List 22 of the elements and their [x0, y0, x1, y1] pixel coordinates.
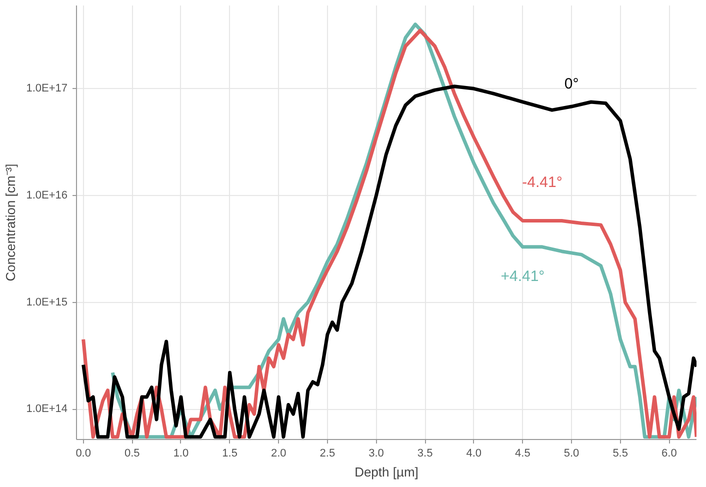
y-tick-label: 1.0E+17 — [26, 82, 68, 95]
x-tick-label: 4.0 — [466, 448, 482, 460]
x-tick-label: 4.5 — [515, 448, 530, 460]
x-tick-label: 5.5 — [612, 448, 628, 460]
x-tick-label: 0.0 — [76, 448, 91, 460]
series-label: -4.41° — [522, 174, 562, 191]
x-tick-label: 3.0 — [368, 448, 384, 460]
series-label: +4.41° — [500, 268, 545, 285]
x-axis-title: Depth [µm] — [354, 464, 418, 480]
y-tick-label: 1.0E+15 — [26, 296, 68, 308]
y-tick-label: 1.0E+16 — [26, 189, 68, 202]
x-tick-label: 1.5 — [222, 448, 238, 460]
x-tick-label: 3.5 — [417, 448, 433, 460]
y-axis-title: Concentration [cm⁻³] — [3, 164, 18, 282]
x-tick-label: 0.5 — [124, 448, 140, 460]
x-tick-label: 1.0 — [173, 448, 189, 460]
y-tick-label: 1.0E+14 — [26, 403, 68, 416]
x-tick-label: 2.0 — [270, 448, 286, 460]
x-tick-label: 5.0 — [564, 448, 580, 460]
x-tick-label: 6.0 — [662, 448, 677, 460]
series-label: 0° — [564, 76, 579, 93]
x-tick-label: 2.5 — [320, 448, 336, 460]
